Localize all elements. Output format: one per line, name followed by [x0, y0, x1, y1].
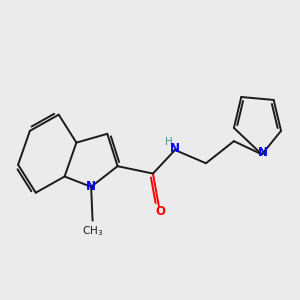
- Text: H: H: [165, 137, 172, 147]
- Text: N: N: [170, 142, 180, 155]
- Text: O: O: [155, 205, 165, 218]
- Text: N: N: [257, 146, 268, 159]
- Text: N: N: [85, 180, 95, 193]
- Text: CH$_3$: CH$_3$: [82, 224, 103, 238]
